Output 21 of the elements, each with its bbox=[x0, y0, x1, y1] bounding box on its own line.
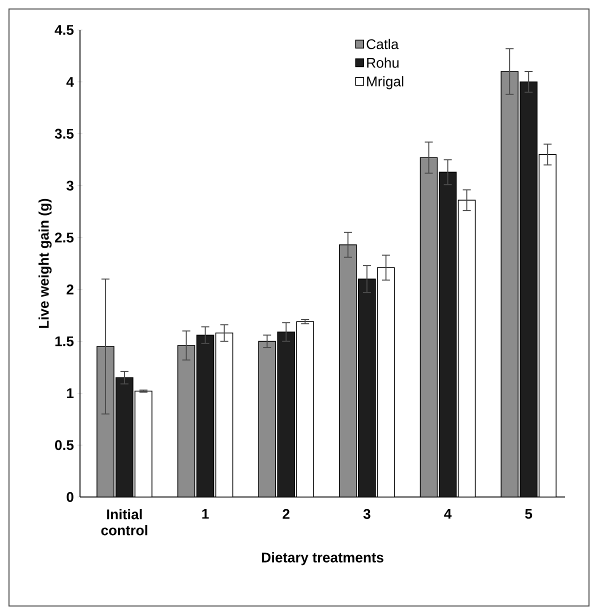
x-tick-label: Initial control bbox=[101, 509, 148, 536]
y-tick-label: 0.5 bbox=[55, 440, 74, 450]
legend-label: Catla bbox=[366, 38, 399, 50]
y-tick-label: 1.5 bbox=[55, 336, 74, 346]
y-tick-label: 0 bbox=[66, 492, 74, 502]
x-tick-label: 3 bbox=[363, 509, 370, 519]
x-tick-label: 4 bbox=[444, 509, 452, 519]
x-tick-label: 1 bbox=[202, 509, 209, 519]
y-tick-label: 3 bbox=[66, 180, 74, 191]
y-tick-label: 4 bbox=[66, 77, 74, 87]
y-tick-label: 1 bbox=[67, 388, 74, 398]
y-tick-label: 2 bbox=[66, 284, 74, 294]
x-axis-title: Dietary treatments bbox=[262, 552, 384, 566]
y-tick-label: 3.5 bbox=[54, 128, 74, 139]
y-tick-label: 4.5 bbox=[54, 25, 74, 35]
legend-label: Rohu bbox=[367, 58, 399, 68]
legend-label: Mrigal bbox=[367, 76, 404, 90]
y-axis-title: Live weight gain (g) bbox=[38, 198, 52, 328]
x-tick-label: 5 bbox=[525, 509, 532, 519]
x-tick-label: 2 bbox=[282, 509, 290, 519]
y-tick-label: 2.5 bbox=[54, 232, 74, 243]
